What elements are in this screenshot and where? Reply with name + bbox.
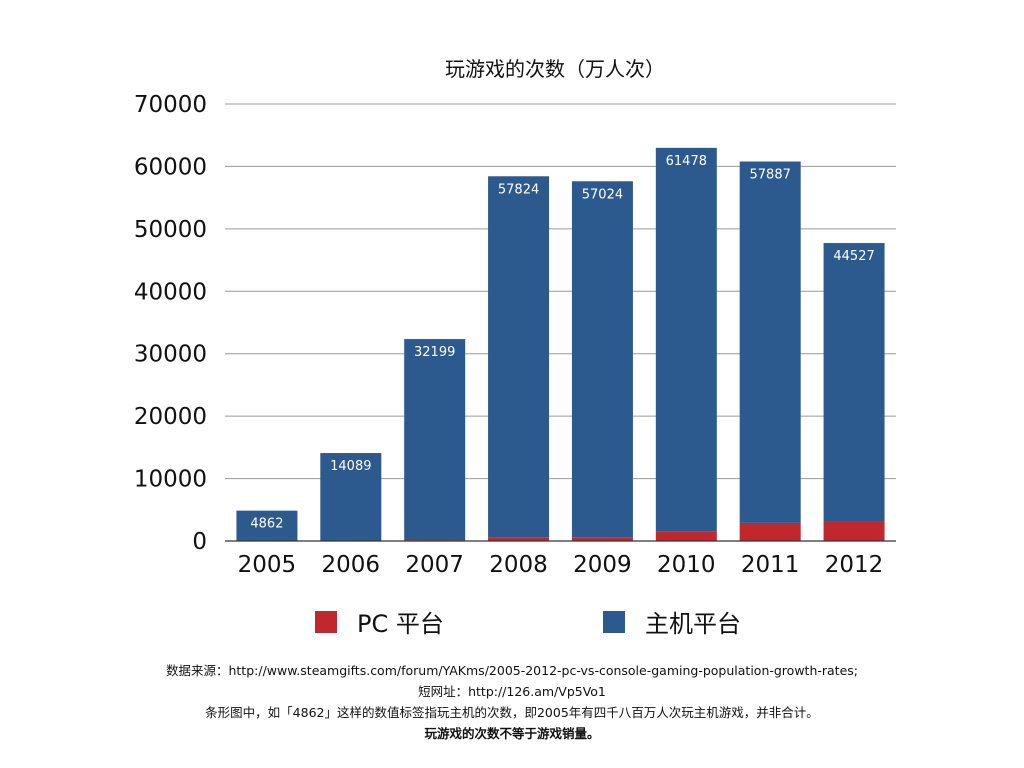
- x-tick-label: 2009: [573, 552, 632, 578]
- x-tick-label: 2012: [825, 552, 884, 578]
- bar-pc-2008: [488, 537, 550, 541]
- legend-swatch-pc: [315, 610, 337, 633]
- bar-data-label: 57887: [750, 168, 791, 183]
- bar-pc-2012: [823, 521, 885, 541]
- x-tick-label: 2010: [657, 552, 716, 578]
- x-tick-label: 2011: [741, 552, 800, 578]
- y-tick-label: 70000: [134, 92, 207, 118]
- bar-data-label: 57024: [582, 187, 623, 202]
- bar-console-2010: [655, 147, 717, 532]
- bar-data-label: 57824: [498, 182, 539, 197]
- bar-pc-2011: [739, 522, 801, 541]
- footnote-source: 数据来源：http://www.steamgifts.com/forum/YAK…: [165, 663, 858, 678]
- bar-console-2012: [823, 243, 885, 522]
- x-tick-label: 2006: [322, 552, 381, 578]
- chart: 玩游戏的次数（万人次） 0 10000 20000 30000 40000 50000 60…: [134, 57, 896, 578]
- footnote-note: 玩游戏的次数不等于游戏销量。: [424, 726, 600, 741]
- chart-title: 玩游戏的次数（万人次）: [445, 57, 665, 81]
- y-tick-label: 40000: [134, 279, 207, 305]
- legend: PC 平台 主机平台: [0, 604, 1024, 638]
- y-tick-label: 30000: [134, 342, 207, 368]
- footnotes: 数据来源：http://www.steamgifts.com/forum/YAK…: [0, 660, 1024, 744]
- bar-console-2007: [404, 339, 466, 541]
- footnote-explanation: 条形图中，如「4862」这样的数值标签指玩主机的次数，即2005年有四千八百万人…: [205, 705, 819, 720]
- y-tick-label: 20000: [134, 404, 207, 430]
- x-tick-label: 2008: [489, 552, 548, 578]
- bar-console-2005: [236, 510, 298, 541]
- bar-console-2011: [739, 161, 801, 523]
- legend-item-pc: PC 平台: [315, 604, 444, 639]
- bar-console-2009: [571, 181, 633, 538]
- x-tick-label: 2005: [238, 552, 297, 578]
- y-tick-label: 10000: [134, 467, 207, 493]
- bar-console-2006: [320, 453, 382, 541]
- bar-data-label: 4862: [250, 517, 283, 532]
- legend-swatch-console: [603, 610, 625, 633]
- bar-console-2008: [488, 176, 550, 538]
- legend-item-console: 主机平台: [603, 604, 741, 639]
- y-tick-label: 50000: [134, 217, 207, 243]
- bar-data-label: 61478: [666, 154, 707, 169]
- y-tick-label: 0: [192, 529, 207, 555]
- bar-pc-2009: [571, 537, 633, 541]
- bar-data-label: 14089: [330, 459, 371, 474]
- chart-svg: 玩游戏的次数（万人次） 0 10000 20000 30000 40000 50000 60…: [134, 57, 896, 578]
- legend-label-console: 主机平台: [645, 610, 741, 638]
- y-tick-label: 60000: [134, 154, 207, 180]
- footnote-short-url: 短网址：http://126.am/Vp5Vo1: [418, 684, 606, 699]
- bar-pc-2010: [655, 531, 717, 541]
- bar-data-label: 44527: [833, 249, 874, 264]
- bar-data-label: 32199: [414, 345, 455, 360]
- x-tick-label: 2007: [405, 552, 464, 578]
- legend-label-pc: PC 平台: [357, 610, 444, 638]
